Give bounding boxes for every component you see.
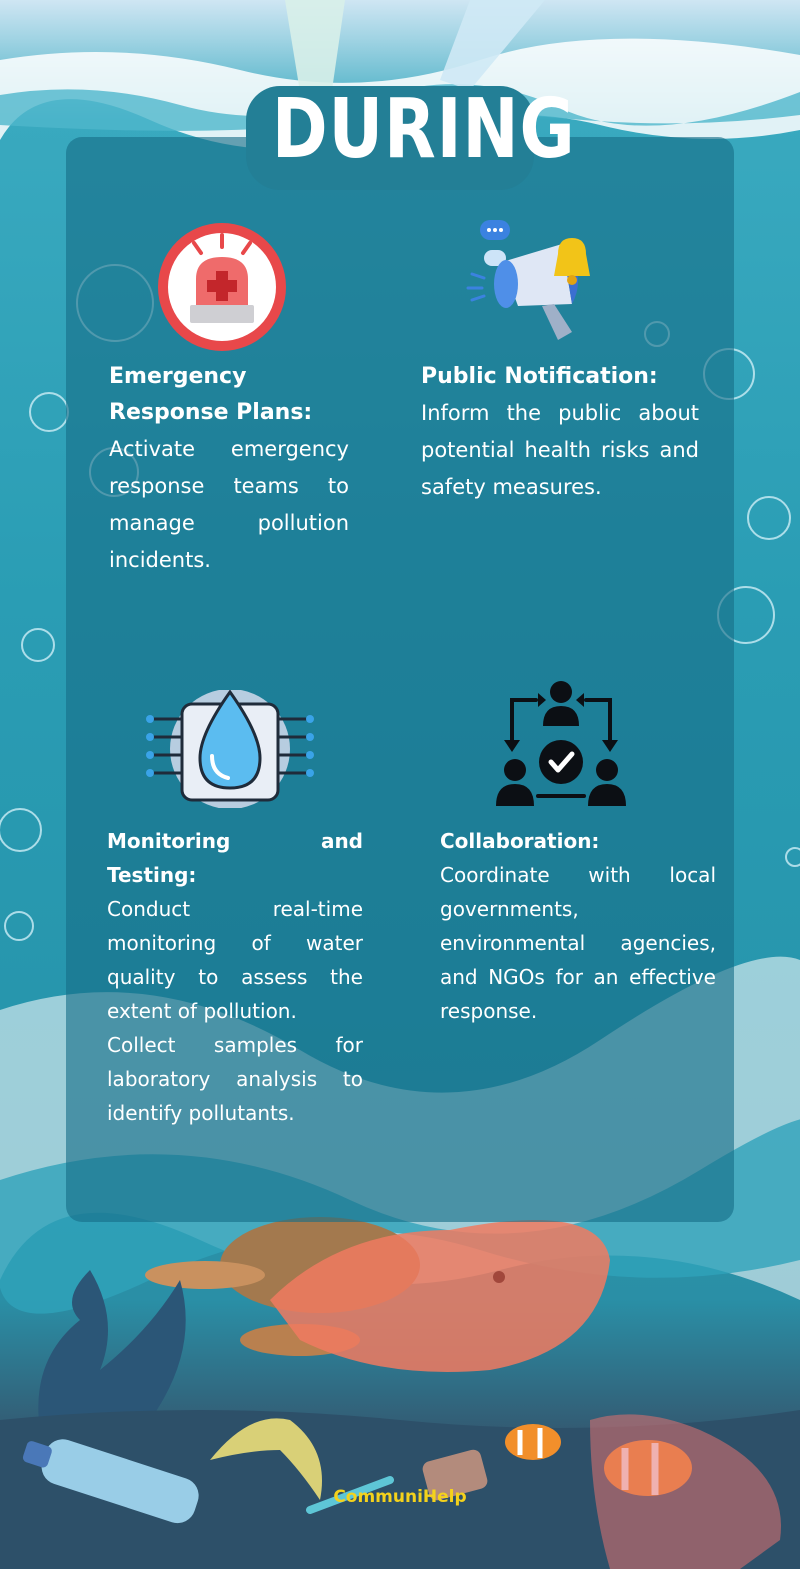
footer-brand: CommuniHelp xyxy=(333,1487,467,1507)
team-collaboration-icon xyxy=(496,681,626,806)
section-monitoring-testing: Monitoring and Testing: Conduct real-tim… xyxy=(107,824,363,1130)
section-body: Activate emergency response teams to man… xyxy=(109,437,349,572)
siren-icon xyxy=(158,223,286,351)
section-body-secondary: Collect samples for laboratory analysis … xyxy=(107,1033,363,1125)
title-badge xyxy=(246,86,534,190)
page-title: DURING xyxy=(271,82,576,177)
section-emergency-response: Emergency Response Plans: Activate emerg… xyxy=(109,359,349,579)
section-heading: Emergency Response Plans: xyxy=(109,364,313,425)
section-body: Conduct real-time monitoring of water qu… xyxy=(107,897,363,1023)
megaphone-icon xyxy=(466,220,590,340)
section-public-notification: Public Notification: Inform the public a… xyxy=(421,359,699,506)
section-body: Coordinate with local governments, envir… xyxy=(440,863,716,1023)
section-collaboration: Collaboration: Coordinate with local gov… xyxy=(440,824,716,1028)
section-heading: Monitoring and Testing: xyxy=(107,829,363,887)
section-heading: Public Notification: xyxy=(421,364,658,389)
section-heading: Collaboration: xyxy=(440,829,600,853)
water-sensor-icon xyxy=(146,690,314,808)
section-body: Inform the public about potential health… xyxy=(421,401,699,499)
